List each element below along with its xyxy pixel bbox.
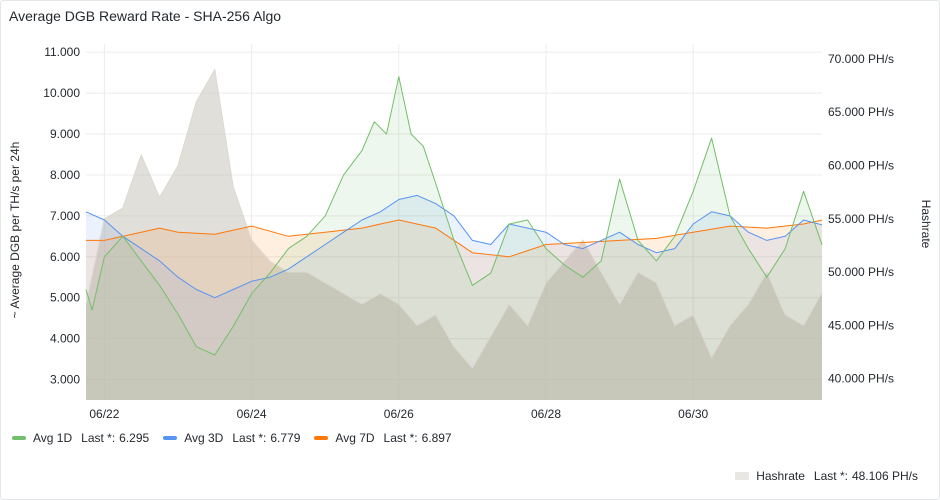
panel-title[interactable]: Average DGB Reward Rate - SHA-256 Algo [9,8,282,24]
legend-label-avg-1d: Avg 1D [33,431,73,445]
legend-item-avg-3d[interactable]: Avg 3D Last *: 6.779 [163,431,300,445]
series-area-avg-7d [86,220,822,400]
series-line-avg-3d [85,194,823,299]
legend-stat-label-avg-7d: Last *: [383,431,418,445]
series-area-avg-3d [86,195,822,400]
legend-swatch-avg-3d [163,436,178,440]
legend-item-avg-7d[interactable]: Avg 7D Last *: 6.897 [314,431,452,445]
series-lines [85,68,823,369]
series-areas [86,69,822,400]
left-tick-label: 7.000 [50,209,80,223]
legend-stat-label-avg-3d: Last *: [232,431,267,445]
left-axis-label: ~ Average DGB per TH/s per 24h [8,142,22,319]
left-tick-label: 3.000 [50,373,80,387]
left-tick-label: 9.000 [50,127,80,141]
right-tick-label: 65.000 PH/s [828,105,894,119]
series-line-avg-7d [86,219,823,258]
legend-stat-value-avg-7d: 6.897 [421,431,452,445]
right-tick-label: 45.000 PH/s [828,318,894,332]
legend-stat-value-hashrate: 48.106 PH/s [851,469,918,483]
right-tick-label: 50.000 PH/s [828,265,894,279]
series-area-hashrate [86,69,822,400]
legend-swatch-hashrate [735,472,750,480]
right-axis-label: Hashrate [919,200,933,249]
legend-label-hashrate: Hashrate [756,469,805,483]
left-tick-label: 10.000 [43,86,80,100]
series-area-avg-1d [86,76,822,400]
legend-stat-label-hashrate: Last *: [813,469,848,483]
legend-left: Avg 1D Last *: 6.295 Avg 3D Last *: 6.77… [12,431,466,445]
left-tick-label: 4.000 [50,332,80,346]
x-tick-label: 06/26 [384,407,414,421]
legend-right: Hashrate Last *: 48.106 PH/s [735,469,918,483]
right-tick-label: 40.000 PH/s [828,372,894,386]
series-line-hashrate [85,68,823,369]
left-tick-label: 8.000 [50,168,80,182]
legend-stat-value-avg-3d: 6.779 [270,431,301,445]
legend-item-hashrate[interactable]: Hashrate Last *: 48.106 PH/s [735,469,918,483]
x-tick-label: 06/24 [237,407,267,421]
x-tick-label: 06/30 [678,407,708,421]
legend-item-avg-1d[interactable]: Avg 1D Last *: 6.295 [12,431,149,445]
legend-swatch-avg-7d [314,436,329,440]
axes: 3.000 4.000 5.000 6.000 7.000 8.000 9.000 10.00… [8,45,933,421]
legend-swatch-avg-1d [12,436,26,440]
right-tick-label: 60.000 PH/s [828,159,894,173]
legend-stat-label-avg-1d: Last *: [81,431,116,445]
legend-stat-value-avg-1d: 6.295 [119,431,150,445]
legend-label-avg-7d: Avg 7D [335,431,375,445]
left-tick-label: 6.000 [50,250,80,264]
series-line-avg-1d [85,76,823,356]
legend-label-avg-3d: Avg 3D [184,431,224,445]
left-tick-label: 5.000 [50,291,80,305]
x-tick-label: 06/28 [531,407,561,421]
right-tick-label: 70.000 PH/s [828,52,894,66]
x-tick-label: 06/22 [89,407,119,421]
left-tick-label: 11.000 [44,45,80,59]
right-tick-label: 55.000 PH/s [828,212,894,226]
